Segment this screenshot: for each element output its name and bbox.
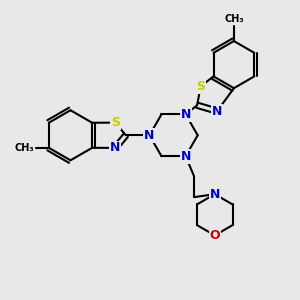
Text: CH₃: CH₃ — [224, 14, 244, 24]
Text: N: N — [210, 188, 220, 201]
Text: N: N — [212, 105, 222, 118]
Text: N: N — [144, 129, 154, 142]
Text: CH₃: CH₃ — [14, 143, 34, 153]
Text: O: O — [209, 229, 220, 242]
Text: N: N — [180, 150, 191, 163]
Text: S: S — [111, 116, 120, 129]
Text: N: N — [180, 108, 191, 121]
Text: S: S — [196, 80, 205, 93]
Text: N: N — [110, 141, 120, 154]
